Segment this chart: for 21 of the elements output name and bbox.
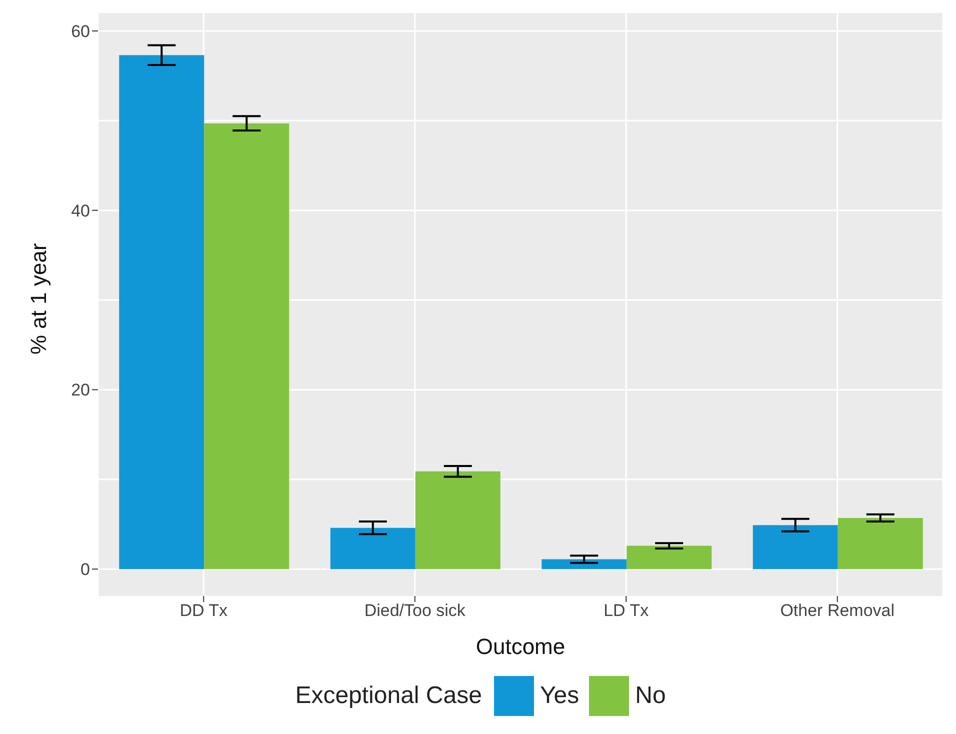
bar [752, 525, 838, 570]
bar [838, 518, 923, 570]
legend-label: Yes [538, 681, 580, 711]
x-tick-label: Died/Too sick [364, 601, 466, 620]
legend-title: Exceptional Case [295, 682, 482, 710]
legend-label: No [634, 681, 666, 711]
y-tick-label: 60 [71, 22, 90, 41]
bar [415, 471, 500, 570]
y-tick-label: 0 [80, 560, 90, 580]
bar [204, 123, 290, 570]
bar [542, 559, 627, 570]
x-axis-title: Outcome [476, 634, 566, 659]
y-tick-label: 20 [71, 380, 90, 400]
y-axis-title: % at 1 year [26, 243, 51, 354]
bar [330, 528, 416, 570]
x-tick-label: LD Tx [604, 601, 650, 620]
x-tick-label: DD Tx [180, 601, 228, 620]
y-tick-label: 40 [71, 201, 90, 220]
bar [626, 546, 712, 570]
bar [119, 55, 204, 570]
x-tick-label: Other Removal [780, 601, 895, 620]
